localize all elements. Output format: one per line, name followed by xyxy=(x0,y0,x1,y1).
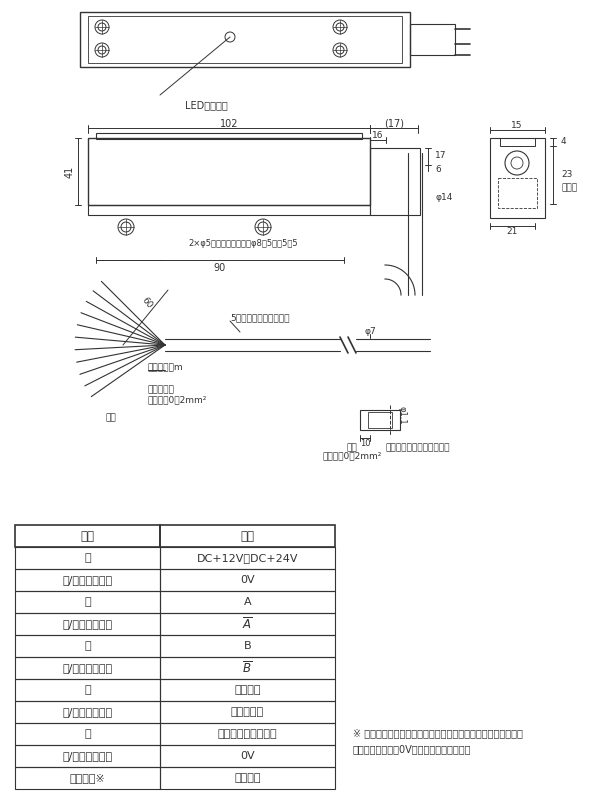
Bar xyxy=(15,767,160,789)
Text: 5対ツイストペアコード: 5対ツイストペアコード xyxy=(230,313,289,323)
Text: 緑: 緑 xyxy=(84,641,91,651)
Bar xyxy=(88,205,370,215)
Bar xyxy=(15,591,160,613)
Text: LED点灯位置: LED点灯位置 xyxy=(185,100,228,110)
Text: φ14: φ14 xyxy=(435,193,453,202)
Text: 線色: 線色 xyxy=(80,530,95,542)
Bar xyxy=(88,138,370,205)
Bar xyxy=(96,133,362,139)
Text: DC+12V～DC+24V: DC+12V～DC+24V xyxy=(196,553,298,563)
Text: エラー出力: エラー出力 xyxy=(231,707,264,717)
Text: 赤/白ストライプ: 赤/白ストライプ xyxy=(63,619,112,629)
Bar xyxy=(160,701,335,723)
Text: 16: 16 xyxy=(372,131,384,140)
Bar xyxy=(368,412,392,428)
Text: 4: 4 xyxy=(561,137,567,147)
Text: 17: 17 xyxy=(435,151,446,160)
Bar xyxy=(15,635,160,657)
Bar xyxy=(15,525,160,547)
Bar xyxy=(15,657,160,679)
Text: 21: 21 xyxy=(507,228,518,236)
Bar xyxy=(490,138,545,218)
Text: 線心: 線心 xyxy=(105,413,116,423)
Text: シールド線: シールド線 xyxy=(148,385,175,394)
Bar xyxy=(370,148,420,215)
Text: 黒/白ストライプ: 黒/白ストライプ xyxy=(63,575,112,585)
Text: B: B xyxy=(244,641,251,651)
Text: 内容: 内容 xyxy=(241,530,254,542)
Text: 15: 15 xyxy=(511,121,523,129)
Text: 6: 6 xyxy=(435,166,441,174)
Bar xyxy=(498,178,537,208)
Text: 茶: 茶 xyxy=(84,729,91,739)
Bar xyxy=(360,410,400,430)
Text: 緑/白ストライプ: 緑/白ストライプ xyxy=(63,663,112,673)
Bar xyxy=(160,547,335,569)
Bar xyxy=(15,547,160,569)
Text: φ1.1: φ1.1 xyxy=(397,406,406,424)
Bar xyxy=(160,657,335,679)
Bar xyxy=(80,12,410,67)
Text: 0V: 0V xyxy=(240,575,255,585)
Bar xyxy=(500,138,535,146)
Text: コード長１m: コード長１m xyxy=(148,363,184,373)
Text: A: A xyxy=(244,597,251,607)
Bar xyxy=(160,723,335,745)
Bar xyxy=(160,591,335,613)
Text: 茶/白ストライプ: 茶/白ストライプ xyxy=(63,751,112,761)
Bar xyxy=(15,745,160,767)
Text: 警告出力: 警告出力 xyxy=(235,685,261,695)
Bar xyxy=(160,745,335,767)
Text: 90: 90 xyxy=(214,263,226,273)
Text: (17): (17) xyxy=(384,119,404,129)
Text: アナログデータ出力: アナログデータ出力 xyxy=(218,729,278,739)
Bar xyxy=(160,679,335,701)
Text: 102: 102 xyxy=(220,119,238,129)
Text: シールド※: シールド※ xyxy=(69,773,106,783)
Text: $\overline{B}$: $\overline{B}$ xyxy=(243,661,252,676)
Bar xyxy=(160,569,335,591)
Text: 芯線先端拡大図（２：１）: 芯線先端拡大図（２：１） xyxy=(386,443,450,453)
Bar xyxy=(15,679,160,701)
Text: 0V: 0V xyxy=(240,751,255,761)
Bar xyxy=(15,569,160,591)
Text: 赤: 赤 xyxy=(84,597,91,607)
Text: 断面積：0．2mm²: 断面積：0．2mm² xyxy=(322,451,382,461)
Text: 黄: 黄 xyxy=(84,685,91,695)
Bar xyxy=(15,701,160,723)
Bar xyxy=(160,525,335,547)
Text: 41: 41 xyxy=(65,166,75,178)
Bar xyxy=(88,16,402,63)
Bar xyxy=(15,613,160,635)
Text: $\overline{A}$: $\overline{A}$ xyxy=(242,616,253,632)
Text: φ7: φ7 xyxy=(364,327,376,335)
Text: 10: 10 xyxy=(360,439,370,449)
Bar xyxy=(160,635,335,657)
Bar xyxy=(410,24,455,55)
Text: ※ シールド線は内部回路及びケースには接続されていません。: ※ シールド線は内部回路及びケースには接続されていません。 xyxy=(353,728,523,738)
Bar xyxy=(160,767,335,789)
Bar xyxy=(160,613,335,635)
Text: 導体: 導体 xyxy=(347,443,357,453)
Text: 2×φ5穴通シ両側座繰リφ8．5深サ5．5: 2×φ5穴通シ両側座繰リφ8．5深サ5．5 xyxy=(188,239,298,247)
Text: 60: 60 xyxy=(140,296,154,310)
Text: 23: 23 xyxy=(561,170,572,179)
Text: 制御機器側で0Vに接続してください。: 制御機器側で0Vに接続してください。 xyxy=(353,744,472,754)
Text: 断面積：0．2mm²: 断面積：0．2mm² xyxy=(148,396,208,404)
Text: 検出面: 検出面 xyxy=(561,183,577,193)
Text: シールド: シールド xyxy=(235,773,261,783)
Text: 黄/白ストライプ: 黄/白ストライプ xyxy=(63,707,112,717)
Bar xyxy=(15,723,160,745)
Text: 黒: 黒 xyxy=(84,553,91,563)
